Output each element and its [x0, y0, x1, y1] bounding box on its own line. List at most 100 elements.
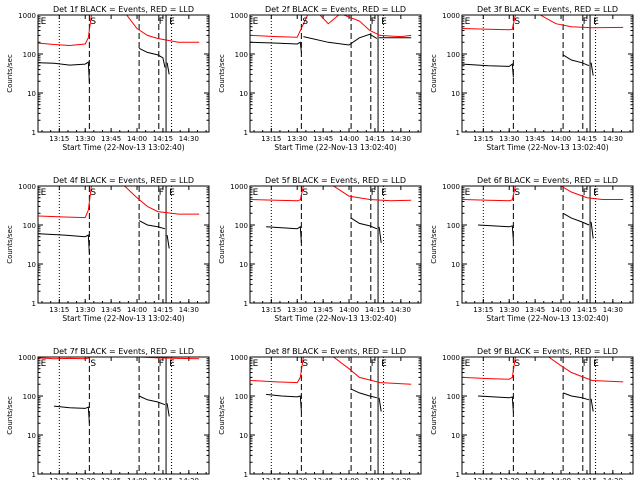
phase-marker-e: E [593, 188, 599, 198]
phase-marker-e: E [169, 17, 175, 27]
lld-series-line [126, 15, 200, 43]
x-tick-label: 14:30 [391, 306, 411, 314]
phase-marker-s: S [514, 359, 520, 369]
y-tick-label: 10 [27, 261, 36, 269]
y-tick-label: 10 [239, 432, 248, 440]
phase-marker-e: E [465, 359, 471, 369]
detector-panel-3: Det 3f BLACK = Events, RED = LLD 1 10 100 10… [430, 5, 634, 152]
x-axis-label: Start Time (22-Nov-13 13:02:40) [486, 314, 608, 323]
events-series-line [562, 54, 590, 67]
x-tick-label: 13:30 [287, 135, 307, 143]
lld-series-line [38, 186, 92, 219]
y-tick-label: 10 [27, 432, 36, 440]
panel-title: Det 1f BLACK = Events, RED = LLD [53, 5, 194, 14]
phase-marker-e: E [41, 359, 47, 369]
y-tick-label: 1000 [230, 12, 248, 20]
events-series-line [350, 388, 378, 399]
plot-frame [37, 356, 210, 475]
reference-lines [482, 357, 597, 474]
x-tick-label: 13:45 [313, 306, 333, 314]
lld-series-line [333, 186, 412, 202]
x-tick-label: 14:15 [153, 306, 173, 314]
x-tick-label: 13:45 [101, 306, 121, 314]
events-series-line [166, 403, 170, 417]
phase-marker-s: S [90, 17, 96, 27]
y-tick-label: 100 [447, 222, 460, 230]
x-tick-label: 13:15 [261, 135, 281, 143]
detector-panel-2: Det 2f BLACK = Events, RED = LLD 1 10 100 10… [218, 5, 422, 152]
panel-title: Det 2f BLACK = Events, RED = LLD [265, 5, 406, 14]
phase-marker-s: S [302, 359, 308, 369]
phase-marker-s: S [90, 188, 96, 198]
lld-series-line [560, 186, 624, 200]
reference-lines [482, 186, 597, 303]
events-series-line [38, 61, 90, 84]
y-tick-label: 1 [32, 129, 36, 137]
x-tick-label: 14:00 [339, 135, 359, 143]
y-tick-label: 1000 [18, 12, 36, 20]
x-tick-label: 14:30 [603, 306, 623, 314]
lld-series-line [250, 186, 304, 202]
lld-series-line [250, 15, 309, 38]
series-group [462, 186, 624, 241]
y-tick-label: 1 [456, 471, 460, 479]
reference-lines [270, 15, 385, 132]
y-tick-label: 1000 [230, 183, 248, 191]
plot-frame [249, 356, 422, 475]
series-group [250, 357, 412, 412]
detector-panel-8: Det 8f BLACK = Events, RED = LLD 1 10 100 10… [218, 347, 422, 484]
events-series-line [38, 233, 90, 255]
series-group [38, 357, 200, 424]
lld-series-line [462, 357, 516, 380]
phase-marker-e: E [381, 17, 387, 27]
series-group [462, 15, 624, 78]
plot-frame [461, 185, 634, 304]
phase-marker-e: E [41, 188, 47, 198]
x-tick-label: 13:15 [261, 306, 281, 314]
y-axis-label: Counts/sec [6, 54, 14, 93]
series-group [250, 15, 412, 53]
x-axis-label: Start Time (22-Nov-13 13:02:40) [62, 314, 184, 323]
phase-marker-e: E [41, 17, 47, 27]
events-series-line [350, 217, 378, 230]
y-axis-label: Counts/sec [430, 225, 438, 264]
panel-title: Det 9f BLACK = Events, RED = LLD [477, 347, 618, 356]
events-series-line [478, 395, 514, 413]
y-tick-label: 1 [244, 300, 248, 308]
plot-frame [249, 185, 422, 304]
y-tick-label: 1000 [18, 354, 36, 362]
x-tick-label: 13:30 [75, 306, 95, 314]
events-series-line [138, 47, 166, 68]
plot-frame [461, 14, 634, 133]
lld-series-line [540, 15, 624, 29]
y-tick-label: 1 [32, 300, 36, 308]
phase-marker-e: E [381, 188, 387, 198]
phase-marker-e: E [381, 359, 387, 369]
reference-lines [58, 15, 173, 132]
y-tick-label: 1 [244, 471, 248, 479]
reference-lines [270, 186, 385, 303]
events-series-line [266, 225, 302, 243]
events-series-line [590, 62, 594, 76]
events-series-line [478, 224, 514, 241]
lld-series-line [250, 357, 304, 384]
phase-marker-f: F [159, 188, 164, 198]
y-tick-label: 100 [23, 222, 36, 230]
phase-marker-f: F [583, 359, 588, 369]
y-tick-label: 1000 [18, 183, 36, 191]
y-tick-label: 10 [27, 90, 36, 98]
x-tick-label: 14:15 [365, 135, 385, 143]
x-tick-label: 13:45 [525, 306, 545, 314]
phase-marker-e: E [593, 359, 599, 369]
lld-series-line [38, 357, 90, 360]
y-axis-label: Counts/sec [218, 396, 226, 435]
x-tick-label: 14:00 [339, 306, 359, 314]
events-series-line [166, 235, 170, 249]
plot-frame [37, 185, 210, 304]
y-tick-label: 100 [447, 51, 460, 59]
y-axis-label: Counts/sec [6, 225, 14, 264]
x-tick-label: 13:30 [499, 135, 519, 143]
y-tick-label: 1 [456, 129, 460, 137]
series-group [462, 357, 624, 413]
